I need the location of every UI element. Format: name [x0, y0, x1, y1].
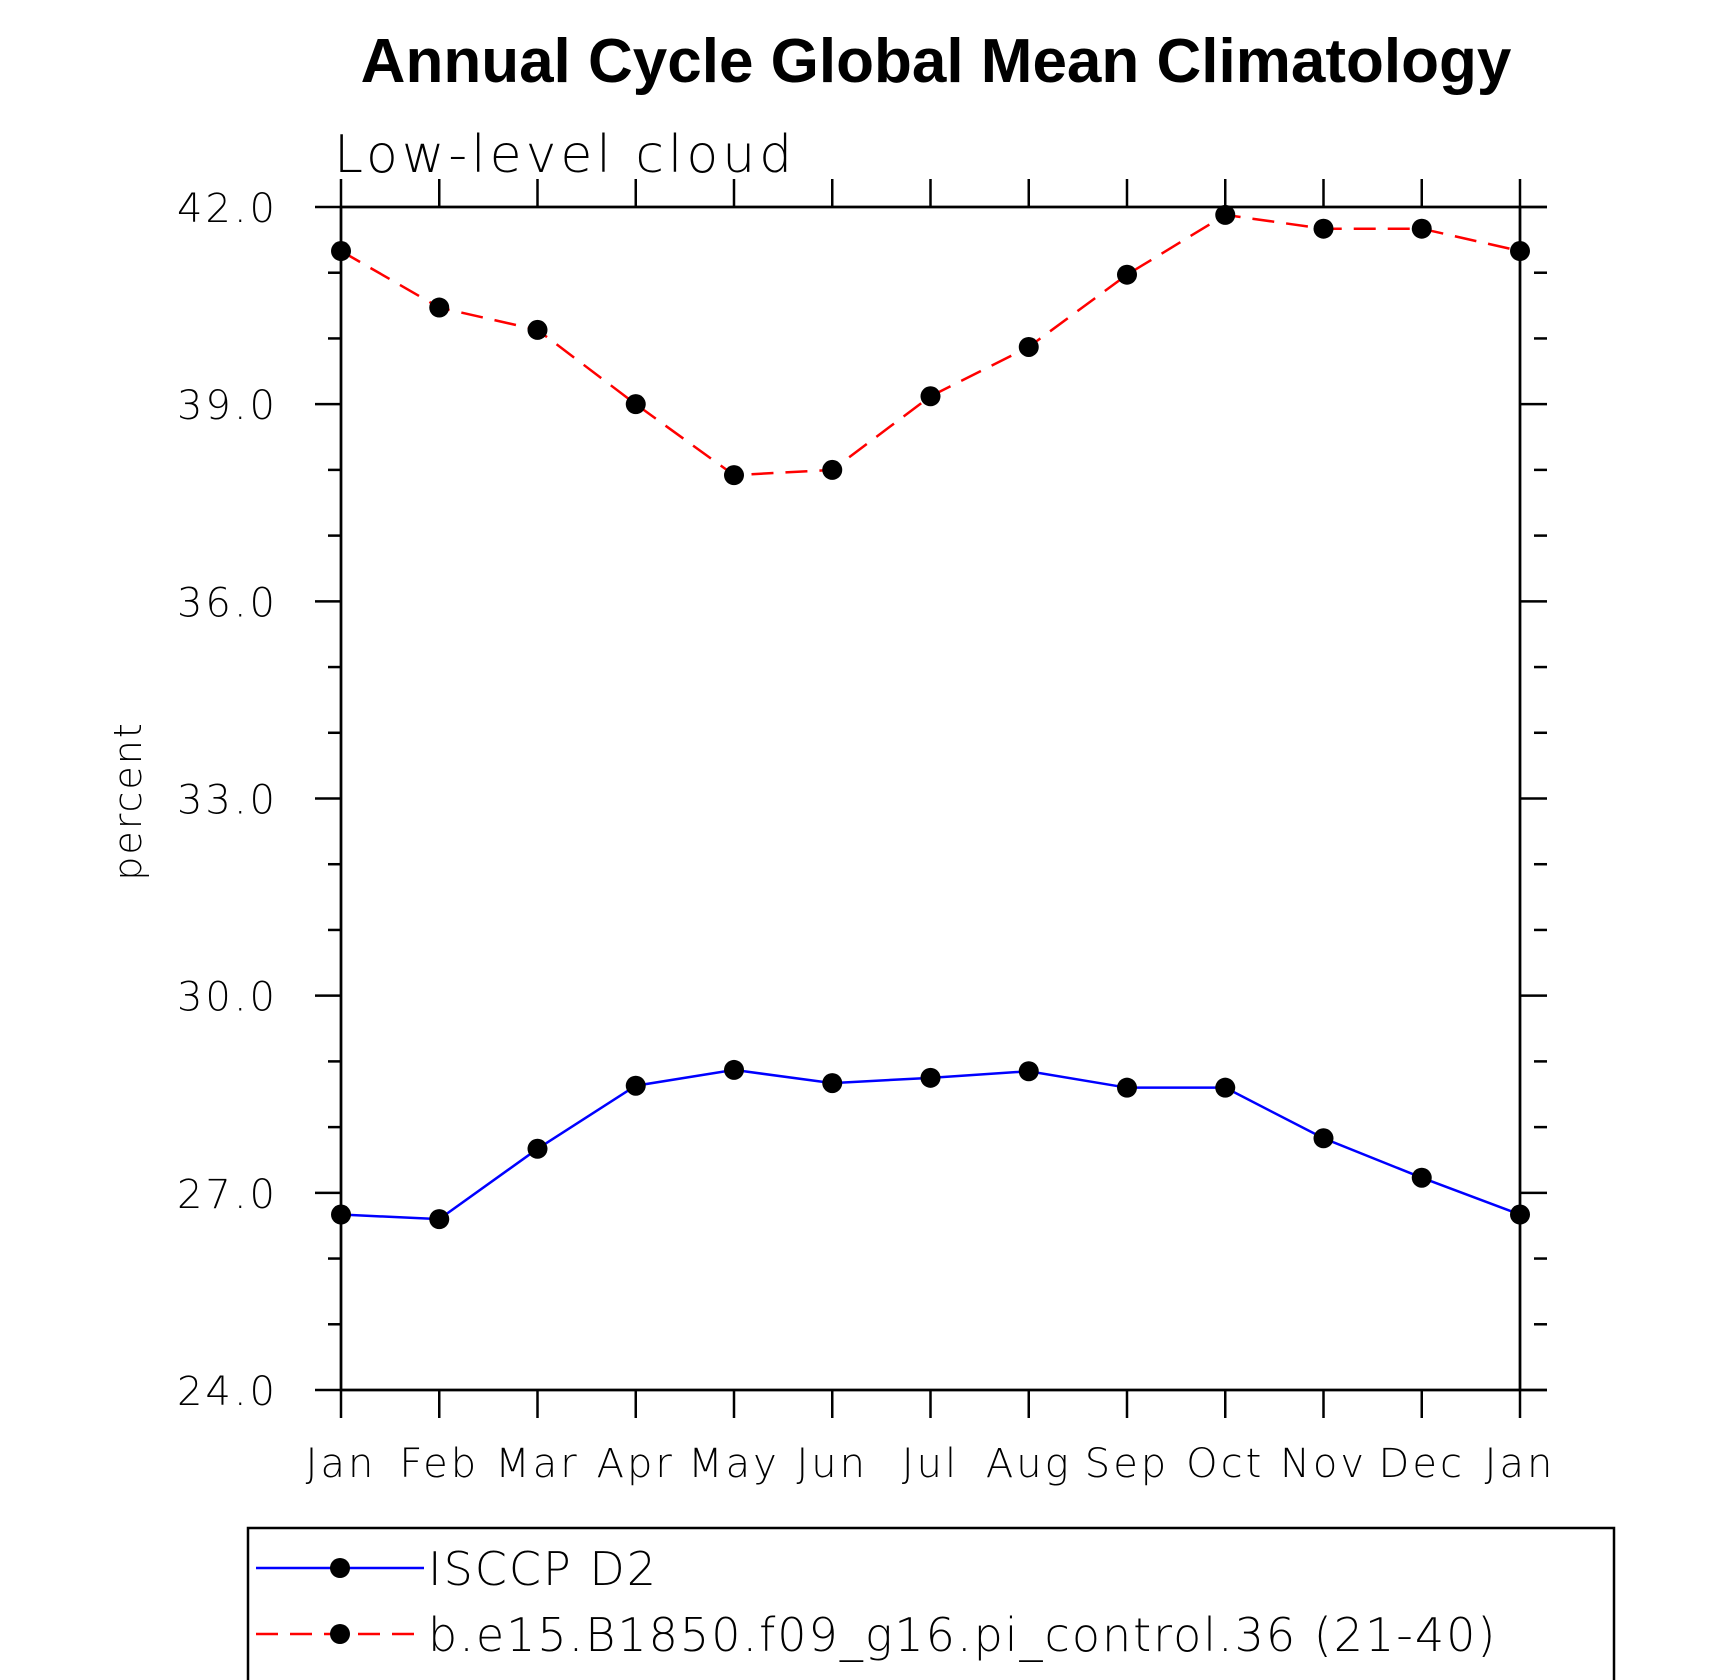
series-1-point [1215, 1077, 1236, 1098]
x-tick-label: Mar [495, 1441, 579, 1487]
series-1-point [1018, 1061, 1039, 1082]
x-tick-label: Feb [399, 1441, 479, 1487]
y-tick-label: 30.0 [177, 975, 278, 1021]
y-tick-label: 36.0 [177, 580, 278, 626]
series-2-point [1215, 204, 1236, 225]
series-2-point [1313, 218, 1334, 239]
series-1-point [822, 1073, 843, 1094]
chart-subtitle: Low-level cloud [334, 125, 796, 185]
x-tick-label: Aug [986, 1441, 1072, 1487]
series-2-point [822, 459, 843, 480]
x-tick-label: Jun [797, 1441, 869, 1487]
series-2-point [1510, 241, 1530, 262]
series-1-point [1117, 1077, 1137, 1098]
x-tick-label: Apr [597, 1441, 675, 1487]
series-1-point [1313, 1128, 1334, 1149]
series-1-point [625, 1075, 646, 1096]
y-tick-label: 24.0 [177, 1369, 278, 1415]
series-1-point [724, 1059, 744, 1080]
series-2-point [1411, 218, 1432, 239]
series-2-point [724, 465, 744, 486]
series-1-point [429, 1209, 450, 1230]
legend-label-1: ISCCP D2 [428, 1542, 658, 1596]
x-tick-label: Jan [1485, 1441, 1556, 1487]
x-tick-label: Dec [1379, 1441, 1465, 1487]
y-tick-label: 39.0 [177, 383, 278, 429]
series-1-point [331, 1204, 351, 1225]
y-tick-labels: 24.0 27.0 30.0 33.0 36.0 39.0 42.0 [177, 186, 278, 1415]
x-tick-label: Sep [1085, 1441, 1169, 1487]
x-tick-labels: Jan Feb Mar Apr May Jun Jul Aug Sep Oct Nov Dec Jan [306, 1441, 1556, 1487]
series-1-point [920, 1067, 941, 1088]
series-1-point [527, 1138, 548, 1159]
legend-box [246, 1526, 1616, 1680]
y-tick-label: 42.0 [177, 186, 278, 232]
series-line-1 [340, 1068, 1521, 1221]
x-tick-label: Jul [902, 1441, 959, 1487]
series-1-point [1411, 1167, 1432, 1188]
y-axis-title: percent [106, 721, 150, 881]
legend: ISCCP D2 b.e15.B1850.f09_g16.pi_control.3… [246, 1526, 1616, 1680]
legend-marker-1 [330, 1558, 350, 1578]
series-2-point [625, 394, 646, 415]
plot-frame [339, 205, 1522, 1392]
series-2-point [920, 386, 941, 407]
series-2-point [1117, 264, 1137, 285]
y-tick-label: 33.0 [177, 778, 278, 824]
series-line-2 [340, 213, 1521, 477]
series-group [331, 204, 1530, 1230]
legend-label-2: b.e15.B1850.f09_g16.pi_control.36 (21-40… [428, 1608, 1497, 1662]
x-tick-label: Oct [1186, 1441, 1264, 1487]
chart-title: Annual Cycle Global Mean Climatology [361, 27, 1512, 96]
series-2-point [331, 241, 351, 262]
series-2-point [429, 297, 450, 318]
x-tick-label: Jan [306, 1441, 377, 1487]
x-tick-label: May [688, 1441, 780, 1487]
y-tick-label: 27.0 [177, 1172, 278, 1218]
series-1-point [1510, 1204, 1530, 1225]
series-2-point [1018, 336, 1039, 357]
axis-ticks [315, 179, 1547, 1418]
x-tick-label: Nov [1280, 1441, 1367, 1487]
legend-marker-2 [330, 1624, 350, 1644]
series-2-point [527, 319, 548, 340]
